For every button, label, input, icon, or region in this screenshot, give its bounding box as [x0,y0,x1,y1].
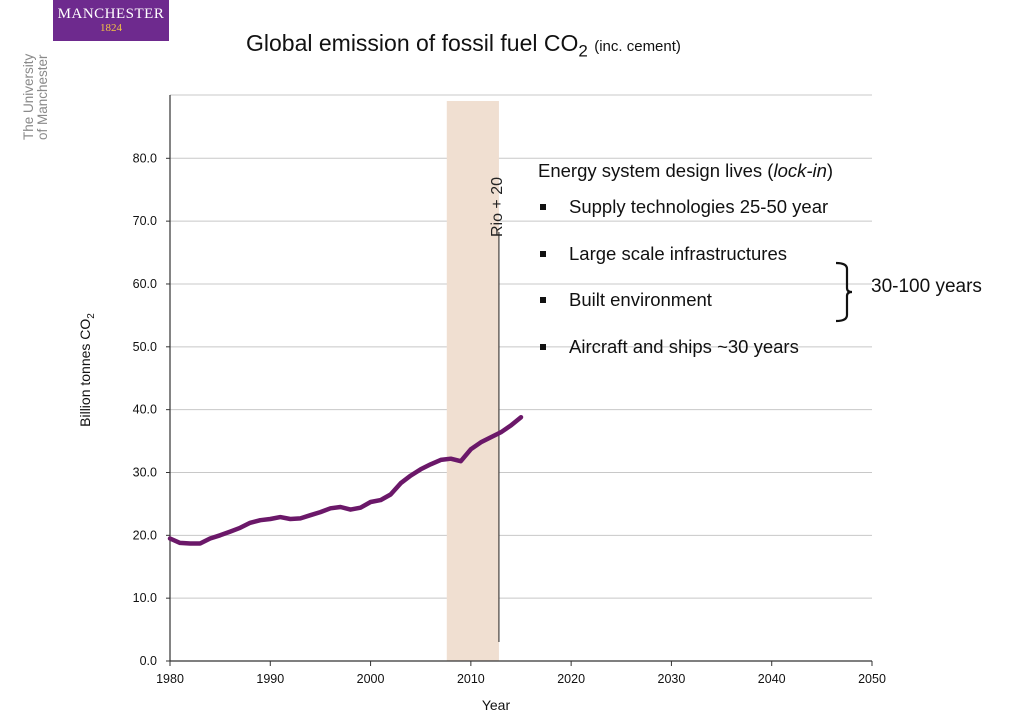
y-tick-label: 70.0 [133,214,157,228]
bracket-icon [835,261,853,323]
x-axis-label: Year [482,697,511,713]
lockin-heading-before: Energy system design lives ( [538,160,774,181]
title-note: (inc. cement) [594,38,681,55]
y-axis-label-sub: 2 [86,313,97,319]
title-main: Global emission of fossil fuel CO [246,30,579,56]
list-item: Large scale infrastructures [538,243,833,290]
x-tick-label: 2010 [457,672,485,686]
rio-band [446,101,499,661]
lockin-heading-em: lock-in [773,160,827,181]
list-item: Built environment [538,289,833,336]
emissions-series-line [167,414,524,546]
y-tick-label: 50.0 [133,340,157,354]
list-item: Supply technologies 25-50 year [538,196,833,243]
rio-marker-label: Rio + 20 [489,177,506,237]
y-tick-label: 60.0 [133,277,157,291]
logo-name: MANCHESTER [57,6,165,22]
lockin-list: Supply technologies 25-50 year Large sca… [538,196,833,382]
lockin-panel: Energy system design lives (lock-in) Sup… [538,160,833,382]
axes [169,95,872,662]
x-tick-labels: 1980 1990 2000 2010 2020 2030 2040 2050 [156,661,886,686]
y-axis-label-main: Billion tonnes CO [77,319,93,427]
x-tick-label: 2040 [758,672,786,686]
y-tick-labels: 0.0 10.0 20.0 30.0 40.0 50.0 60.0 70.0 80.0 [133,151,170,668]
y-tick-label: 30.0 [133,465,157,479]
gridlines [170,94,872,599]
x-tick-label: 2020 [557,672,585,686]
y-tick-label: 0.0 [140,654,157,668]
manchester-logo: MANCHESTER 1824 [53,0,169,41]
bracket-label: 30-100 years [871,276,982,297]
logo-year: 1824 [100,22,122,34]
y-tick-label: 80.0 [133,151,157,165]
x-tick-label: 1990 [256,672,284,686]
slide-title: Global emission of fossil fuel CO2 (inc.… [246,30,681,62]
x-tick-label: 2050 [858,672,886,686]
y-tick-label: 40.0 [133,403,157,417]
lockin-heading-after: ) [826,160,834,181]
y-axis-label: Billion tonnes CO2 [77,313,97,427]
lockin-heading: Energy system design lives (lock-in) [538,160,833,182]
x-tick-label: 1980 [156,672,184,686]
list-item: Aircraft and ships ~30 years [538,336,833,383]
title-subscript: 2 [578,41,588,61]
x-tick-label: 2000 [357,672,385,686]
y-tick-label: 10.0 [133,591,157,605]
y-tick-label: 20.0 [133,528,157,542]
x-tick-label: 2030 [658,672,686,686]
